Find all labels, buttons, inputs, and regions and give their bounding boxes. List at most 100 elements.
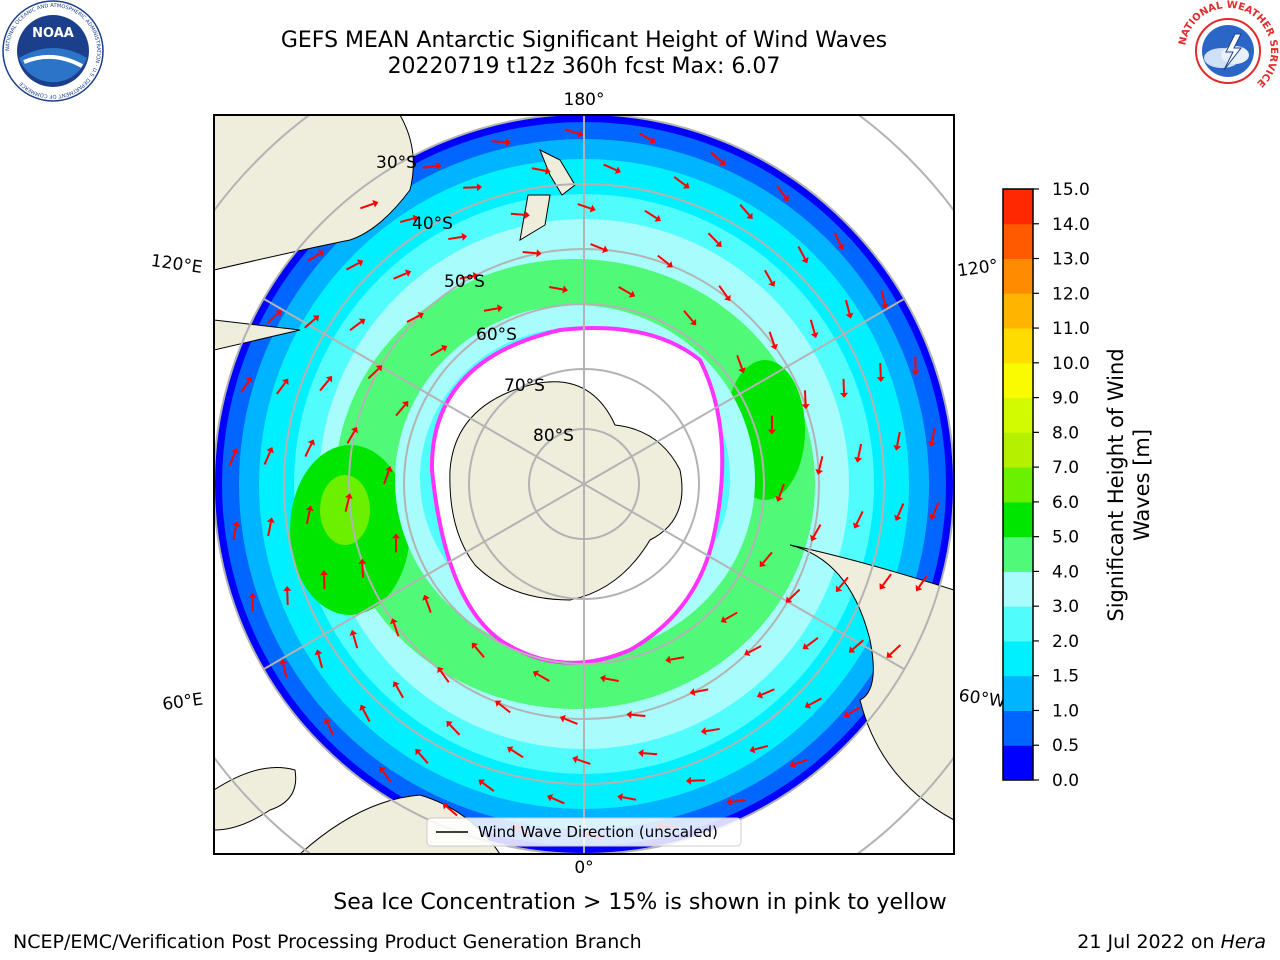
wave-arrow-shaft bbox=[694, 688, 709, 694]
wave-arrow-head bbox=[666, 261, 673, 268]
colorbar-label-line1: Significant Height of Wind bbox=[1104, 348, 1128, 621]
wave-arrow-head bbox=[589, 204, 596, 213]
wave-arrow-head bbox=[738, 367, 746, 374]
wave-arrow-head bbox=[685, 776, 692, 785]
wave-arrow-shaft bbox=[896, 503, 905, 517]
wave-arrow-shaft bbox=[590, 243, 604, 251]
wave-arrow-head bbox=[349, 629, 358, 636]
wave-arrow-shaft bbox=[381, 770, 392, 783]
wave-arrow-head bbox=[248, 592, 257, 598]
wave-arrow-shaft bbox=[852, 639, 864, 651]
lon-label-180: 180° bbox=[564, 90, 605, 110]
graticule bbox=[214, 115, 954, 854]
wave-arrow-head bbox=[350, 426, 358, 434]
lat-label-40: 40°S bbox=[412, 214, 453, 234]
wave-arrow-shaft bbox=[739, 204, 751, 216]
wave-arrow-shaft bbox=[522, 250, 537, 255]
wave-arrow-shaft bbox=[736, 355, 743, 369]
wave-arrow-shaft bbox=[417, 752, 429, 764]
wave-arrow-shaft bbox=[657, 254, 670, 266]
wave-arrow-head bbox=[649, 136, 656, 144]
wave-arrow-head bbox=[385, 466, 393, 473]
wave-arrow-shaft bbox=[393, 272, 407, 280]
wave-arrow-head bbox=[845, 312, 854, 319]
wave-arrow-shaft bbox=[673, 176, 687, 187]
lon-label-60e: 60°E bbox=[161, 690, 204, 715]
wave-arrow-shaft bbox=[603, 163, 617, 172]
wave-arrow-shaft bbox=[392, 622, 400, 637]
wave-arrow-head bbox=[344, 493, 353, 499]
wave-arrow-head bbox=[749, 745, 756, 754]
wave-arrow-shaft bbox=[352, 634, 359, 649]
wave-arrow-head bbox=[437, 666, 444, 674]
wave-arrow-shaft bbox=[838, 576, 849, 589]
wave-arrow-head bbox=[843, 710, 851, 718]
wave-arrow-head bbox=[417, 311, 424, 320]
wave-arrow-head bbox=[317, 250, 325, 258]
wave-arrow-head bbox=[358, 318, 366, 326]
colorbar-tick-label: 10.0 bbox=[1052, 354, 1090, 374]
wave-arrow-shaft bbox=[263, 451, 272, 465]
wave-arrow-head bbox=[279, 659, 288, 665]
wave-arrow-head bbox=[536, 249, 542, 258]
wave-arrow-shaft bbox=[930, 428, 936, 443]
wave-arrow-shaft bbox=[847, 706, 861, 716]
wave-arrow-shaft bbox=[857, 443, 863, 458]
wave-arrow-head bbox=[837, 243, 845, 251]
wave-arrow-head bbox=[665, 655, 671, 664]
wave-arrow-shaft bbox=[564, 717, 578, 725]
colorbar-segment bbox=[1003, 640, 1033, 677]
lon-label-120w: 120° bbox=[956, 256, 999, 282]
wave-arrow-head bbox=[266, 517, 275, 523]
map-frame bbox=[213, 114, 955, 855]
wave-arrow-head bbox=[835, 585, 843, 593]
wave-arrow-head bbox=[422, 594, 430, 601]
wave-arrow-shaft bbox=[794, 758, 808, 766]
wave-arrow-head bbox=[497, 304, 503, 313]
wave-arrow-head bbox=[412, 214, 419, 223]
lat-label-80: 80°S bbox=[533, 426, 574, 446]
wave-arrow-shaft bbox=[764, 269, 773, 283]
colorbar-segment bbox=[1003, 501, 1033, 538]
wave-arrow-shaft bbox=[879, 363, 882, 378]
wave-arrow-head bbox=[886, 651, 893, 658]
wave-arrow-head bbox=[894, 514, 902, 521]
wave-arrow-head bbox=[282, 378, 289, 385]
lat-label-70: 70°S bbox=[504, 376, 545, 396]
wave-arrow-head bbox=[810, 534, 818, 542]
wave-arrow-head bbox=[715, 240, 722, 247]
lon-label-0: 0° bbox=[574, 858, 593, 878]
colorbar-segment bbox=[1003, 606, 1033, 642]
wave-arrow-shaft bbox=[797, 246, 806, 260]
wave-arrow-head bbox=[810, 332, 819, 339]
wave-arrow-shaft bbox=[445, 805, 458, 817]
legend-label: Wind Wave Direction (unscaled) bbox=[478, 823, 718, 841]
wave-arrow-shaft bbox=[459, 274, 474, 280]
wave-arrow-head bbox=[654, 214, 661, 222]
machine-name: Hera bbox=[1220, 931, 1266, 953]
wave-arrow-head bbox=[476, 183, 483, 192]
wave-arrow-shaft bbox=[754, 744, 769, 751]
wave-arrow-shaft bbox=[631, 713, 646, 718]
wave-arrow-head bbox=[323, 717, 331, 725]
wave-arrow-head bbox=[495, 700, 502, 707]
wave-arrow-head bbox=[415, 748, 422, 756]
wave-arrow-head bbox=[545, 166, 551, 175]
wave-arrow-shaft bbox=[491, 140, 506, 144]
wave-arrow-shaft bbox=[644, 209, 658, 220]
wave-arrow-head bbox=[442, 803, 450, 810]
wave-arrow-head bbox=[461, 232, 468, 241]
wave-arrow-shaft bbox=[724, 611, 738, 621]
wave-arrow-shaft bbox=[425, 599, 432, 613]
colorbar-segment bbox=[1003, 710, 1033, 746]
wave-arrow-shaft bbox=[643, 752, 658, 756]
colorbar-tick-label: 1.5 bbox=[1052, 667, 1079, 687]
lat-label-60: 60°S bbox=[476, 325, 517, 345]
wave-arrow-shaft bbox=[833, 232, 842, 246]
wave-arrow-head bbox=[724, 294, 731, 302]
wave-arrow-head bbox=[471, 642, 479, 650]
colorbar-tick-label: 15.0 bbox=[1052, 180, 1090, 200]
wave-arrow-shaft bbox=[707, 232, 719, 245]
colorbar-segment bbox=[1003, 675, 1033, 711]
